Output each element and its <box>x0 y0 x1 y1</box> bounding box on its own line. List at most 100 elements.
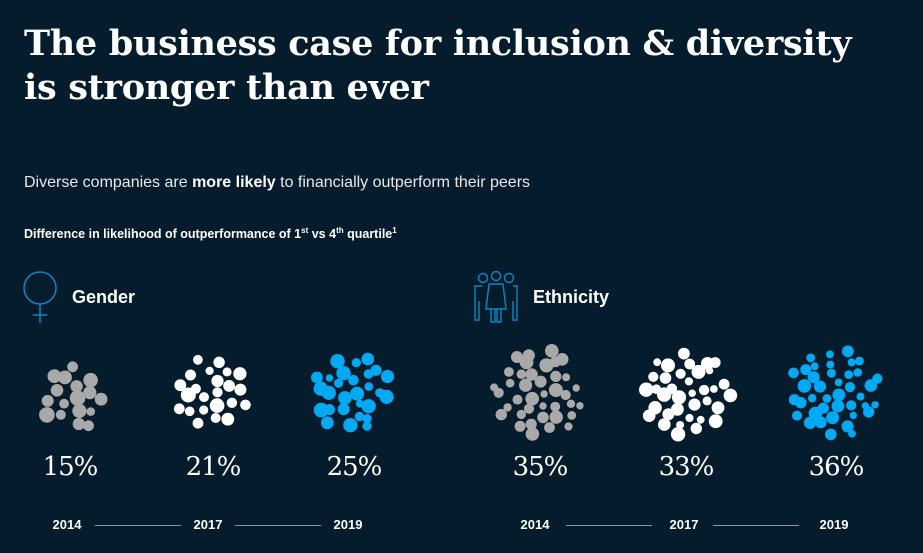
bubble <box>822 394 832 403</box>
bubble <box>648 371 659 382</box>
gender-year-2017: 2017 <box>193 517 223 532</box>
bubble <box>211 374 224 388</box>
bubble <box>871 401 879 409</box>
bubble <box>83 386 97 400</box>
bubble <box>549 410 563 424</box>
bubble <box>233 367 247 381</box>
bubble <box>806 353 816 363</box>
bubble <box>661 358 675 373</box>
subtitle-bold: more likely <box>192 174 276 191</box>
bubble <box>813 380 827 393</box>
people-group-icon <box>474 271 518 323</box>
bubble <box>832 388 846 402</box>
bubble <box>803 416 817 429</box>
bubble <box>199 405 209 415</box>
bubble <box>495 408 507 421</box>
bubble <box>853 368 862 377</box>
bubble <box>659 372 672 384</box>
bubble <box>534 375 547 388</box>
bubble <box>209 398 225 413</box>
bubble <box>185 369 196 381</box>
bubble <box>564 422 573 431</box>
bubble <box>350 386 365 401</box>
bubble <box>503 403 512 412</box>
bubble <box>788 367 799 379</box>
bubble <box>199 392 209 403</box>
bubble <box>354 411 365 422</box>
bubble <box>325 374 334 382</box>
bubble <box>576 402 584 410</box>
bubble <box>848 429 856 438</box>
bubble <box>522 349 535 362</box>
bubble <box>519 378 533 392</box>
bubble <box>523 403 535 414</box>
ethnicity-year-2014: 2014 <box>520 517 550 532</box>
page-title: The business case for inclusion & divers… <box>24 22 852 110</box>
bubble <box>380 369 395 384</box>
bubble <box>505 378 515 388</box>
bubble <box>70 380 83 393</box>
bubble <box>562 373 571 382</box>
bubble <box>566 399 576 408</box>
bubble <box>221 412 235 426</box>
bubble <box>330 354 345 369</box>
bubble <box>58 370 72 385</box>
cluster-ethnicity-2019 <box>788 345 883 441</box>
bubble <box>572 384 580 392</box>
bubble <box>702 396 712 406</box>
female-symbol-icon <box>23 271 57 323</box>
bubble <box>834 378 843 387</box>
bubble <box>671 402 684 416</box>
note-text: vs 4 <box>308 227 337 242</box>
bubble <box>653 358 662 367</box>
bubble <box>688 398 701 411</box>
bubble <box>193 354 203 365</box>
bubble <box>337 403 350 416</box>
ethnicity-2014-value: 35% <box>512 452 569 482</box>
bubble <box>855 356 864 366</box>
bubble <box>708 414 723 429</box>
bubble <box>555 353 569 366</box>
subtitle: Diverse companies are more likely to fin… <box>24 174 530 192</box>
bubble <box>872 373 883 384</box>
bubble <box>86 407 95 416</box>
bubble <box>723 388 738 403</box>
timeline-line <box>566 525 652 526</box>
bubble <box>539 358 554 373</box>
bubble <box>59 398 69 409</box>
note-text: Difference in likelihood of outperforman… <box>24 227 302 242</box>
bubble <box>688 389 696 397</box>
bubble <box>210 413 221 423</box>
bubble <box>711 401 725 415</box>
bubble <box>72 403 87 418</box>
bubble <box>788 394 801 406</box>
timeline-line <box>235 525 321 526</box>
bubble <box>338 391 352 405</box>
gender-year-2019: 2019 <box>333 517 363 532</box>
bubble <box>67 361 78 373</box>
bubble <box>313 381 328 396</box>
bubble <box>826 360 835 369</box>
note-sup: st <box>301 226 309 235</box>
bubble <box>223 380 236 392</box>
gender-2019-value: 25% <box>326 452 383 482</box>
bubble <box>94 392 108 406</box>
bubble <box>808 394 817 403</box>
bubble <box>205 366 214 375</box>
bubble <box>370 364 382 376</box>
ethnicity-2019-value: 36% <box>808 452 865 482</box>
bubble <box>212 387 223 398</box>
gender-2017-value: 21% <box>185 452 242 482</box>
bubble <box>718 378 730 390</box>
gender-label: Gender <box>72 287 136 307</box>
bubble <box>539 402 547 410</box>
bubble <box>180 387 196 403</box>
bubble <box>800 364 812 376</box>
bubble <box>709 357 721 368</box>
bubble <box>639 382 654 397</box>
bubble <box>504 367 514 377</box>
bubble <box>684 377 694 386</box>
bubble <box>364 382 374 391</box>
bubble <box>490 383 499 392</box>
bubble <box>240 399 251 411</box>
